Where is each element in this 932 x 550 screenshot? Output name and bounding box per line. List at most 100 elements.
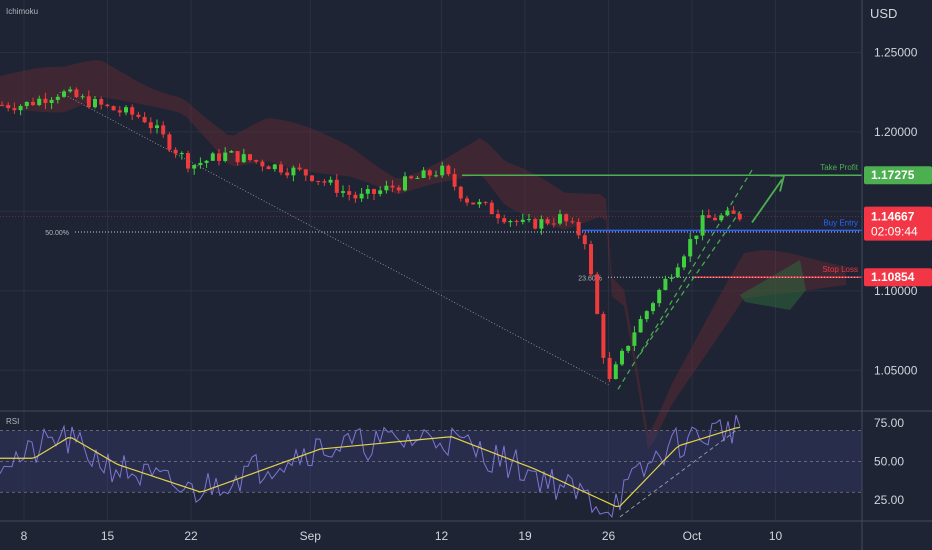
- trendline-support[interactable]: [617, 169, 753, 390]
- stop-loss-box: [864, 268, 932, 287]
- candle-body: [192, 165, 197, 169]
- time-tick-label: 10: [769, 529, 783, 543]
- rsi-band: [0, 430, 862, 493]
- candle-body: [86, 96, 91, 108]
- candle-body: [316, 180, 321, 182]
- candle-body: [279, 164, 283, 173]
- candle-body: [24, 101, 29, 107]
- time-tick-label: 8: [21, 529, 28, 543]
- candle-body: [446, 165, 451, 175]
- candle-body: [37, 98, 42, 106]
- candle-body: [533, 219, 538, 229]
- candle-body: [465, 198, 469, 203]
- candle-body: [254, 159, 259, 162]
- candle-body: [415, 177, 420, 179]
- stop-loss-price: 1.10854: [871, 270, 915, 284]
- candle-body: [626, 345, 631, 351]
- candle-body: [539, 219, 544, 229]
- candle-body: [527, 219, 531, 221]
- candle-body: [434, 175, 438, 177]
- projection-arrowhead: [770, 174, 786, 192]
- candle-body: [483, 201, 488, 203]
- time-tick-label: 22: [184, 529, 198, 543]
- stop-loss-label: Stop Loss: [822, 265, 858, 274]
- candle-body: [607, 357, 612, 380]
- fib-level-label: 23.60%: [578, 275, 602, 282]
- take-profit-box: [864, 166, 932, 185]
- candle-body: [105, 104, 110, 107]
- candle-body: [217, 153, 221, 161]
- candle-body: [390, 185, 395, 188]
- candle-body: [669, 277, 674, 279]
- candle-body: [644, 311, 649, 320]
- time-tick-label: Sep: [300, 529, 322, 543]
- candle-body: [663, 278, 668, 290]
- candle-body: [688, 239, 693, 257]
- candle-body: [502, 218, 507, 223]
- candle-body: [210, 153, 215, 161]
- candle-body: [589, 244, 593, 275]
- candle-countdown: 02:09:44: [871, 225, 918, 239]
- candle-body: [74, 89, 79, 98]
- candle-body: [564, 214, 569, 222]
- candle-body: [489, 202, 494, 215]
- time-tick-label: 15: [101, 529, 115, 543]
- candle-body: [18, 106, 23, 111]
- rsi-tick-label: 25.00: [874, 493, 904, 507]
- candle-body: [0, 104, 4, 106]
- candle-body: [365, 189, 370, 194]
- rsi-panel: [0, 414, 862, 519]
- candle-body: [155, 125, 159, 129]
- trendline-upper[interactable]: [639, 211, 741, 355]
- candle-body: [731, 210, 736, 214]
- candle-body: [682, 256, 686, 268]
- candle-body: [545, 219, 550, 224]
- candle-body: [651, 303, 655, 312]
- annotations: Take Profit Stop Loss Buy Entry 50.00% 23.60…: [0, 91, 862, 390]
- candle-body: [117, 110, 122, 113]
- candle-body: [186, 153, 190, 169]
- candle-body: [322, 181, 327, 183]
- candle-body: [173, 149, 178, 154]
- candle-body: [198, 162, 203, 166]
- candle-body: [514, 221, 519, 223]
- candle-body: [167, 134, 172, 150]
- rsi-tick-label: 75.00: [874, 416, 904, 430]
- candle-body: [737, 213, 742, 220]
- rsi-moving-average: [0, 426, 741, 508]
- candle-body: [49, 99, 54, 104]
- candle-body: [272, 164, 277, 170]
- projection-arrow: [751, 179, 783, 223]
- candle-body: [297, 167, 302, 170]
- candle-body: [62, 91, 66, 97]
- candle-body: [496, 214, 500, 219]
- candle-body: [68, 89, 73, 92]
- candle-body: [31, 101, 35, 106]
- candle-body: [638, 319, 643, 333]
- candle-body: [179, 153, 184, 155]
- time-tick-label: 12: [435, 529, 449, 543]
- candle-body: [235, 151, 240, 163]
- candle-body: [43, 98, 48, 104]
- candle-body: [657, 289, 662, 304]
- candle-body: [396, 187, 401, 191]
- rsi-trendline: [619, 430, 737, 518]
- candle-body: [620, 350, 624, 365]
- fib-level-label: 50.00%: [45, 230, 69, 237]
- candle-body: [241, 154, 246, 163]
- candle-body: [725, 210, 730, 216]
- candle-body: [409, 176, 414, 179]
- ichimoku-cloud: [0, 59, 846, 450]
- candle-body: [111, 106, 116, 111]
- candle-body: [520, 219, 525, 222]
- cloud-bearish: [0, 59, 846, 450]
- candle-body: [719, 215, 724, 221]
- candle-body: [124, 107, 128, 113]
- candle-body: [440, 165, 445, 176]
- candle-body: [582, 235, 587, 245]
- candle-body: [427, 170, 432, 176]
- candlestick-series: [0, 86, 742, 382]
- time-tick-label: Oct: [683, 529, 702, 543]
- candle-body: [601, 313, 606, 358]
